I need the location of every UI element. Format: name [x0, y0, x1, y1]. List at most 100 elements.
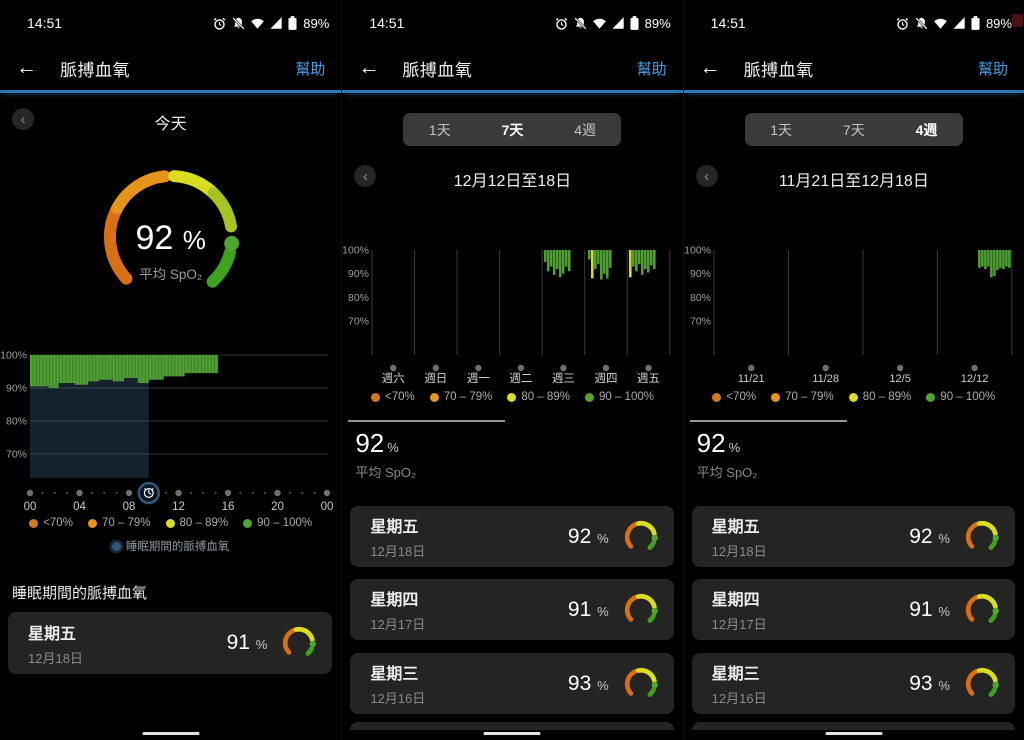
clock: 14:51	[369, 15, 405, 31]
legend-label: 90 – 100%	[940, 391, 996, 403]
back-icon[interactable]: ←	[358, 56, 380, 79]
row-value: 92 %	[909, 524, 950, 548]
spo2-week-chart[interactable]: 100% 90% 80% 70% 週六 週日 週一 週二 週三 週四 週五	[342, 240, 682, 392]
svg-text:100%: 100%	[0, 350, 27, 362]
alarm-icon	[213, 17, 226, 30]
row-day: 星期四	[370, 592, 419, 609]
spo2-gauge-icon	[624, 520, 658, 550]
spo2-month-chart[interactable]: 100% 90% 80% 70% 11/21 11/28 12/5 12/12	[684, 240, 1024, 392]
cell-signal-icon	[270, 17, 282, 29]
help-link[interactable]: 幫助	[295, 60, 326, 78]
average-value: 92	[355, 428, 385, 458]
legend-item: 80 – 89%	[507, 391, 570, 403]
daily-spo2-row[interactable]: 星期四 12月17日 91 %	[350, 579, 674, 640]
svg-text:80%: 80%	[6, 416, 27, 428]
average-unit: %	[728, 440, 741, 455]
sleep-legend: 睡眠期間的脈搏血氧	[0, 538, 341, 554]
daily-spo2-row[interactable]: 星期四 12月17日 91 %	[691, 579, 1015, 640]
daily-spo2-row[interactable]: 星期五 12月18日 92 %	[350, 506, 674, 567]
row-value: 91 %	[909, 597, 950, 621]
daily-spo2-row[interactable]: 星期五 12月18日 91 %	[8, 612, 333, 674]
spo2-day-chart[interactable]: 100% 90% 80% 70% 00 04 08 12 16 20 00	[0, 348, 341, 518]
average-spo2-label: 平均 SpO₂	[139, 267, 203, 282]
previous-period-button[interactable]: ‹	[354, 165, 377, 187]
daily-spo2-row[interactable]: 星期三 12月16日 93 %	[350, 653, 674, 714]
row-labels: 星期五 12月18日	[28, 620, 83, 667]
battery-percent: 89%	[303, 15, 330, 31]
average-value: 92	[696, 428, 726, 458]
legend-label: 80 – 89%	[521, 391, 570, 403]
legend-label: 70 – 79%	[443, 391, 493, 403]
back-icon[interactable]: ←	[16, 56, 37, 79]
battery-percent: 89%	[985, 15, 1012, 31]
date-range-title: 11月21日至12月18日	[778, 173, 929, 190]
spo2-gauge-icon	[283, 626, 317, 656]
app-bar: ← 脈搏血氧 幫助	[683, 46, 1024, 93]
back-icon[interactable]: ←	[699, 56, 721, 79]
help-link[interactable]: 幫助	[636, 60, 667, 78]
average-unit: %	[387, 440, 399, 455]
tab-7-days[interactable]: 7天	[842, 121, 865, 138]
tab-4-weeks[interactable]: 4週	[915, 121, 938, 138]
svg-text:週二: 週二	[510, 372, 533, 385]
row-date: 12月16日	[711, 691, 767, 706]
previous-period-button[interactable]: ‹	[695, 165, 718, 187]
page-title: 脈搏血氧	[60, 60, 130, 80]
home-indicator[interactable]	[142, 731, 200, 735]
svg-text:週六: 週六	[382, 372, 405, 385]
svg-text:12/5: 12/5	[889, 373, 910, 385]
svg-text:90%: 90%	[348, 268, 369, 280]
daily-spo2-row[interactable]: 星期五 12月18日 92 %	[691, 506, 1015, 567]
sleep-dot-icon	[111, 541, 121, 551]
legend-item: 90 – 100%	[584, 391, 654, 403]
legend-item: 睡眠期間的脈搏血氧	[111, 538, 229, 554]
legend-dot-70-79-icon	[429, 392, 439, 402]
legend-item: 90 – 100%	[243, 517, 312, 529]
row-date: 12月18日	[28, 650, 83, 666]
wifi-icon	[592, 18, 606, 29]
help-link[interactable]: 幫助	[977, 60, 1008, 78]
clock: 14:51	[710, 15, 746, 31]
row-day: 星期五	[711, 519, 760, 536]
legend-dot-80-89-icon	[848, 392, 858, 402]
tab-4-weeks[interactable]: 4週	[574, 121, 597, 138]
average-spo2: 92% 平均 SpO₂	[697, 428, 758, 481]
home-indicator[interactable]	[825, 731, 883, 735]
home-indicator[interactable]	[483, 731, 541, 735]
daily-spo2-row[interactable]: 星期三 12月16日 93 %	[691, 653, 1015, 714]
date-range-title: 12月12日至18日	[453, 173, 572, 190]
legend-item: 70 – 79%	[87, 517, 151, 529]
previous-day-button[interactable]: ‹	[12, 108, 34, 130]
notifications-off-icon	[915, 16, 928, 30]
svg-text:週五: 週五	[637, 372, 660, 385]
svg-text:11/28: 11/28	[812, 373, 839, 385]
spo2-range-legend: <70% 70 – 79% 80 – 89% 90 – 100%	[0, 517, 341, 529]
spo2-gauge: 92 % 平均 SpO₂	[91, 157, 251, 317]
svg-text:週一: 週一	[467, 372, 490, 385]
page-divider	[348, 420, 506, 422]
svg-text:16: 16	[222, 501, 235, 513]
tab-1-day[interactable]: 1天	[770, 121, 793, 138]
row-date: 12月18日	[711, 544, 767, 559]
svg-text:100%: 100%	[684, 245, 711, 257]
spo2-gauge-icon	[965, 593, 999, 623]
tab-1-day[interactable]: 1天	[428, 121, 451, 138]
row-labels: 星期四 12月17日	[370, 586, 425, 633]
row-date: 12月18日	[370, 544, 426, 559]
spo2-gauge-icon	[965, 520, 999, 550]
legend-item: 80 – 89%	[848, 391, 911, 403]
phone-screen-week-view: 14:51 89% ← 脈搏血氧 幫助 1天 7天 4週 ‹ 12月12日至18…	[341, 0, 683, 740]
period-tabs: 1天 7天 4週	[744, 113, 963, 146]
legend-label: <70%	[726, 391, 757, 403]
row-day: 星期四	[711, 592, 760, 609]
daily-spo2-row-partial[interactable]	[350, 722, 674, 730]
battery-icon	[971, 16, 980, 30]
row-value: 93 %	[567, 671, 609, 695]
legend-dot-80-89-icon	[165, 518, 175, 528]
period-tabs: 1天 7天 4週	[403, 113, 622, 146]
tab-7-days[interactable]: 7天	[501, 121, 524, 138]
row-date: 12月17日	[370, 617, 426, 632]
daily-spo2-row-partial[interactable]	[691, 722, 1015, 730]
svg-text:00: 00	[321, 501, 334, 513]
row-value: 93 %	[909, 671, 950, 695]
